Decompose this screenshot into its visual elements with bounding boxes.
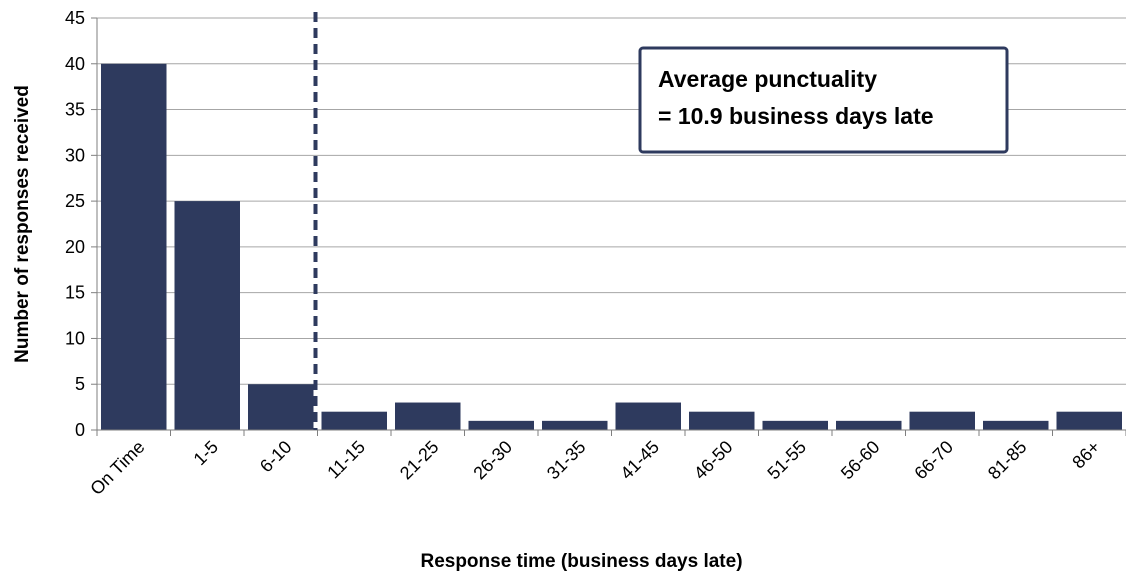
x-tick-label: 11-15 (323, 437, 369, 483)
y-tick-label: 30 (65, 145, 85, 165)
x-tick-label: 66-70 (910, 437, 957, 484)
bar (909, 411, 975, 430)
bar (321, 411, 387, 430)
x-axis-ticks: On Time 1-5 6-10 11-15 21-25 26-30 31-35 41-45 4… (86, 430, 1126, 499)
y-tick-label: 40 (65, 54, 85, 74)
x-axis-title: Response time (business days late) (420, 551, 742, 572)
bar (395, 402, 461, 430)
bar (983, 420, 1049, 430)
y-tick-label: 45 (65, 8, 85, 28)
y-tick-label: 0 (75, 420, 85, 440)
bar (836, 420, 902, 430)
x-tick-label: 26-30 (469, 437, 516, 484)
x-tick-label: 46-50 (690, 437, 737, 484)
y-tick-label: 15 (65, 283, 85, 303)
x-tick-label: 81-85 (984, 437, 1031, 484)
bars (101, 63, 1122, 431)
y-tick-label: 25 (65, 191, 85, 211)
y-axis-ticks: 0 5 10 15 20 25 30 35 40 45 (65, 8, 97, 440)
y-tick-label: 35 (65, 100, 85, 120)
y-axis-title: Number of responses received (12, 85, 33, 363)
bar (542, 420, 608, 430)
x-tick-label: 41-45 (616, 437, 663, 484)
x-tick-label: 31-35 (543, 437, 590, 484)
annotation-box: Average punctuality = 10.9 business days… (638, 46, 1009, 154)
y-tick-label: 10 (65, 328, 85, 348)
bar (248, 384, 314, 430)
bar (615, 402, 681, 430)
bar (174, 201, 240, 430)
x-tick-label: 56-60 (837, 437, 884, 484)
x-tick-label: On Time (86, 437, 148, 499)
y-tick-label: 5 (75, 374, 85, 394)
x-tick-label: 86+ (1068, 437, 1104, 473)
x-tick-label: 51-55 (763, 437, 810, 484)
annotation-border (638, 46, 1009, 154)
bar (101, 63, 167, 431)
annotation-line-1: Average punctuality (658, 66, 877, 92)
x-tick-label: 1-5 (190, 437, 223, 470)
x-tick-label: 21-25 (396, 437, 443, 484)
bar (1056, 411, 1122, 430)
gridlines (97, 17, 1126, 385)
annotation-line-2: = 10.9 business days late (658, 103, 934, 129)
x-tick-label: 6-10 (256, 437, 296, 477)
bar (762, 420, 828, 430)
y-tick-label: 20 (65, 237, 85, 257)
bar (689, 411, 755, 430)
bar (468, 420, 534, 430)
